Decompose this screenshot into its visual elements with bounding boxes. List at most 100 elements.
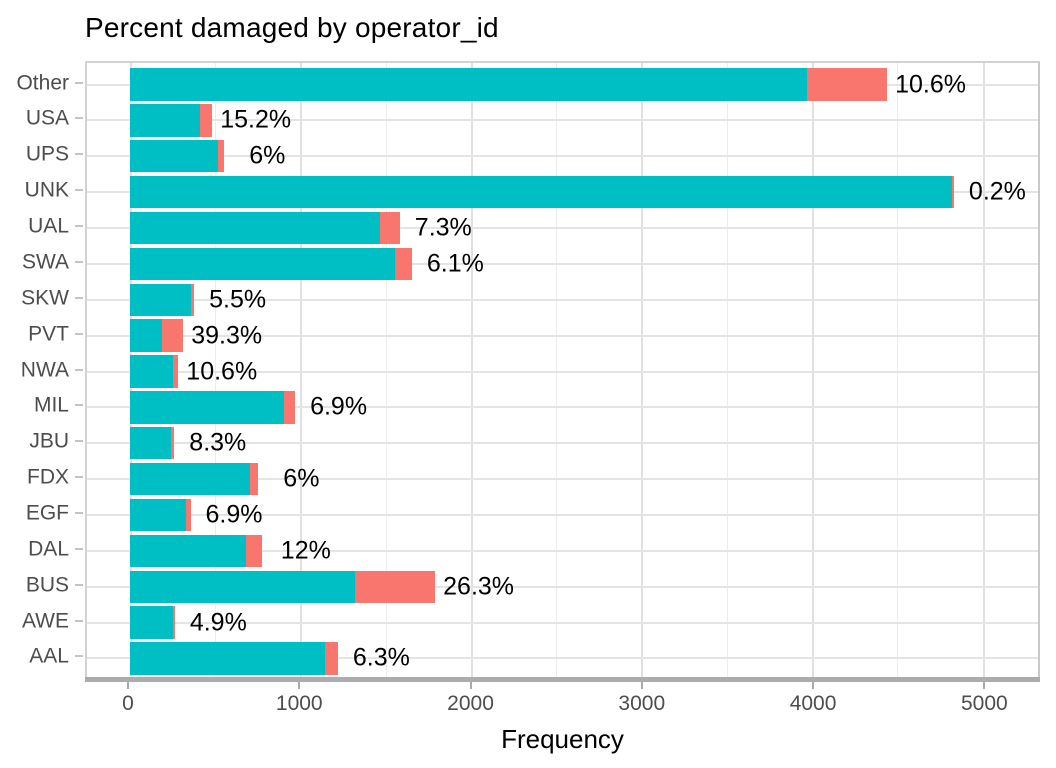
bar-segment-not-damaged [129,462,251,496]
bar-swa [129,247,412,281]
damaged-pct-label: 8.3% [189,428,247,457]
bar-segment-damaged [324,642,338,675]
bar-segment-damaged [173,355,179,388]
x-axis-title: Frequency [501,724,624,754]
bar-segment-not-damaged [129,104,200,137]
damaged-pct-label: 0.2% [968,177,1026,206]
y-tick-mark [75,225,83,227]
bar-segment-damaged [162,319,184,352]
y-tick-label: UAL [28,214,69,238]
x-axis-line [85,677,1040,682]
damaged-pct-label: 26.3% [443,572,515,601]
y-tick-label: UNK [24,178,69,202]
y-tick-label: PVT [28,322,69,346]
x-tick-label: 5000 [960,692,1008,715]
bar-segment-damaged [190,283,195,316]
y-tick-label: MIL [33,393,69,417]
y-tick-label: JBU [29,429,69,453]
bar-segment-not-damaged [129,570,355,603]
bar-segment-not-damaged [129,534,247,567]
bar-fdx [129,462,258,496]
gridline-row [87,657,1038,660]
gridline-row [87,334,1038,337]
bar-segment-not-damaged [129,319,163,352]
x-tick-label: 3000 [618,692,666,715]
bar-pvt [129,319,184,352]
bar-ual [129,211,400,245]
bar-jbu [129,427,175,460]
x-tick-mark [640,682,643,689]
gridline-row [87,442,1038,445]
damaged-pct-label: 6% [283,464,320,493]
bar-unk [129,175,954,209]
gridline-row [87,370,1038,373]
bar-awe [129,606,175,639]
bar-segment-damaged [394,247,412,281]
y-tick-mark [75,619,83,622]
gridline-row [87,585,1038,588]
damaged-pct-label: 15.2% [220,105,292,134]
bar-segment-damaged [806,68,888,101]
bar-segment-not-damaged [129,247,395,281]
damaged-pct-label: 10.6% [186,357,258,385]
gridline-row [87,478,1038,481]
y-tick-mark [75,476,83,479]
y-tick-mark [75,440,83,443]
damaged-pct-label: 4.9% [189,608,247,637]
bar-segment-not-damaged [129,283,191,316]
damaged-pct-label: 6.9% [310,392,368,421]
x-tick-mark [812,682,815,689]
y-tick-mark [75,153,83,156]
gridline-row [87,262,1038,265]
bar-segment-not-damaged [129,391,284,424]
bar-segment-damaged [172,606,175,639]
y-tick-mark [75,81,83,84]
y-tick-label: SKW [21,286,69,310]
bar-skw [129,283,195,316]
y-tick-label: AAL [29,644,69,668]
bar-segment-damaged [199,104,213,137]
x-tick-label: 4000 [789,692,837,715]
bar-egf [129,498,191,532]
y-tick-mark [75,547,83,550]
gridline-row [87,621,1038,624]
damaged-pct-label: 39.3% [191,321,263,350]
damaged-pct-label: 6% [249,141,286,170]
gridline-row [87,298,1038,301]
bar-segment-damaged [952,175,954,209]
plot-panel: 10.6% 15.2% 6% 0.2% 7.3% 6.1% 5.5% 39.3% 10.6% 6.… [85,61,1040,678]
bar-bus [129,570,436,603]
bar-segment-not-damaged [129,606,173,639]
bar-segment-damaged [246,534,263,567]
x-tick-mark [126,682,129,689]
damaged-pct-label: 6.1% [426,249,484,278]
bar-segment-damaged [283,391,296,424]
y-tick-mark [75,332,83,335]
damaged-pct-label: 6.9% [205,500,263,529]
y-tick-mark [75,655,83,658]
bar-aal [129,642,338,675]
x-tick-mark [469,682,472,689]
bar-mil [129,391,296,424]
y-tick-mark [75,260,83,263]
y-tick-label: FDX [27,465,69,489]
y-tick-label: AWE [21,609,69,633]
bar-dal [129,534,263,567]
y-tick-mark [75,583,83,586]
bar-segment-not-damaged [129,642,325,675]
gridline-row [87,155,1038,158]
bar-segment-not-damaged [129,68,807,101]
y-tick-label: EGF [25,501,69,525]
damaged-pct-label: 5.5% [209,285,267,314]
bar-segment-not-damaged [129,355,174,388]
bar-segment-not-damaged [129,498,187,532]
y-tick-mark [75,117,83,120]
x-tick-mark [298,682,301,689]
x-tick-mark [983,682,986,689]
y-tick-label: BUS [25,573,69,597]
bar-segment-damaged [218,140,224,173]
y-tick-label: DAL [28,537,69,561]
gridline-row [87,549,1038,552]
y-tick-label: SWA [21,250,69,274]
y-tick-label: USA [25,106,69,130]
